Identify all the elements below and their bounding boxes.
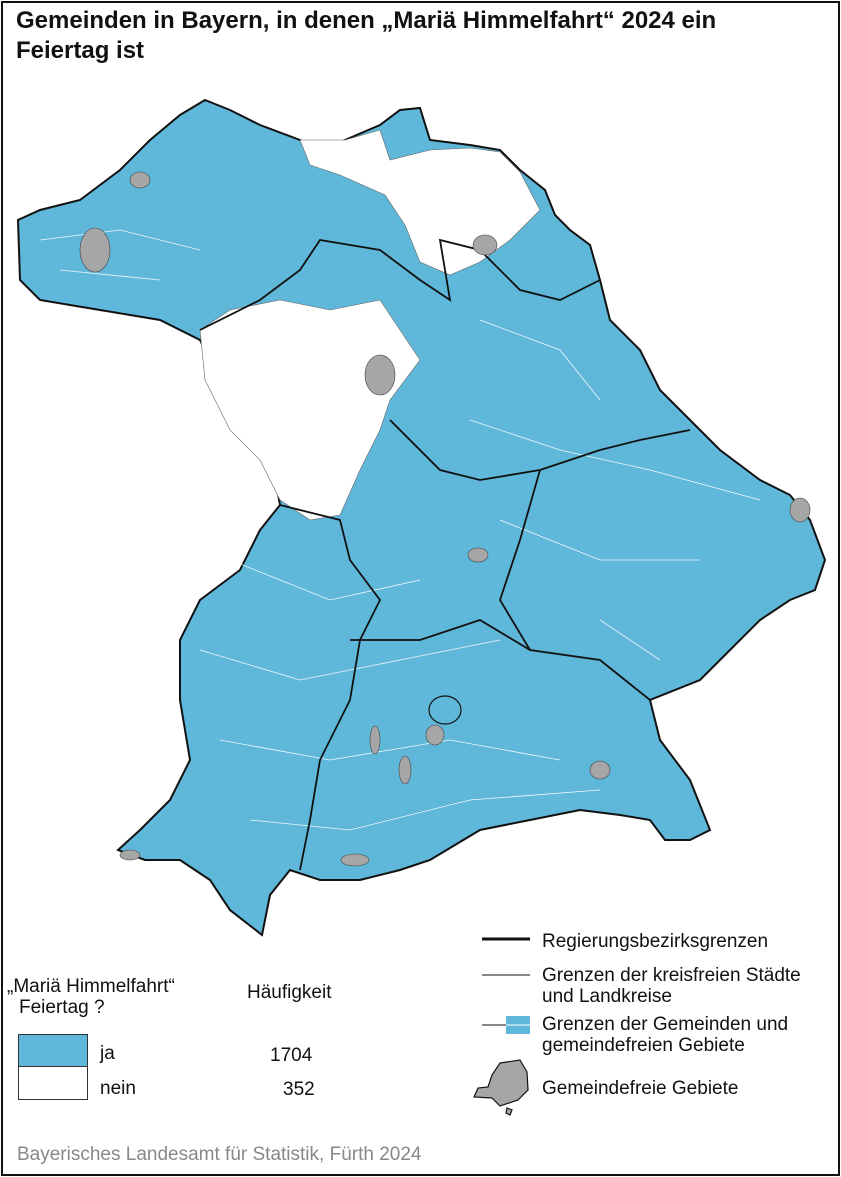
legend-count-heading: Häufigkeit bbox=[247, 982, 332, 1003]
gemeindefreie-gebiete bbox=[79, 171, 811, 867]
legend-label-ja: ja bbox=[100, 1043, 115, 1064]
map-title: Gemeinden in Bayern, in denen „Mariä Him… bbox=[16, 7, 717, 64]
regierungsbezirk-borders bbox=[199, 238, 691, 871]
legend-heading-line1: „Mariä Himmelfahrt“ bbox=[7, 976, 175, 997]
muenchen-city bbox=[428, 695, 462, 725]
source-note: Bayerisches Landesamt für Statistik, Für… bbox=[17, 1144, 422, 1165]
legend-gemeindefrei-shape bbox=[473, 1059, 529, 1116]
legend-swatch-ja bbox=[18, 1034, 88, 1067]
legend-kreis: Grenzen der kreisfreien Städte und Landk… bbox=[542, 965, 801, 1007]
region-nein-mittelfranken bbox=[199, 299, 421, 521]
legend-label-nein: nein bbox=[100, 1078, 136, 1099]
legend-count-ja: 1704 bbox=[270, 1045, 313, 1066]
municipality-borders bbox=[39, 229, 761, 831]
legend-gemeindefrei: Gemeindefreie Gebiete bbox=[542, 1078, 739, 1099]
legend-heading-line2: Feiertag ? bbox=[19, 997, 105, 1018]
legend-count-nein: 352 bbox=[283, 1079, 315, 1100]
legend-regbez: Regierungsbezirksgrenzen bbox=[542, 931, 769, 952]
legend-swatch-nein bbox=[18, 1066, 88, 1100]
legend-gemeinde: Grenzen der Gemeinden und gemeindefreien… bbox=[542, 1014, 789, 1056]
legend-heading: „Mariä Himmelfahrt“ Feiertag ? bbox=[7, 976, 175, 1018]
